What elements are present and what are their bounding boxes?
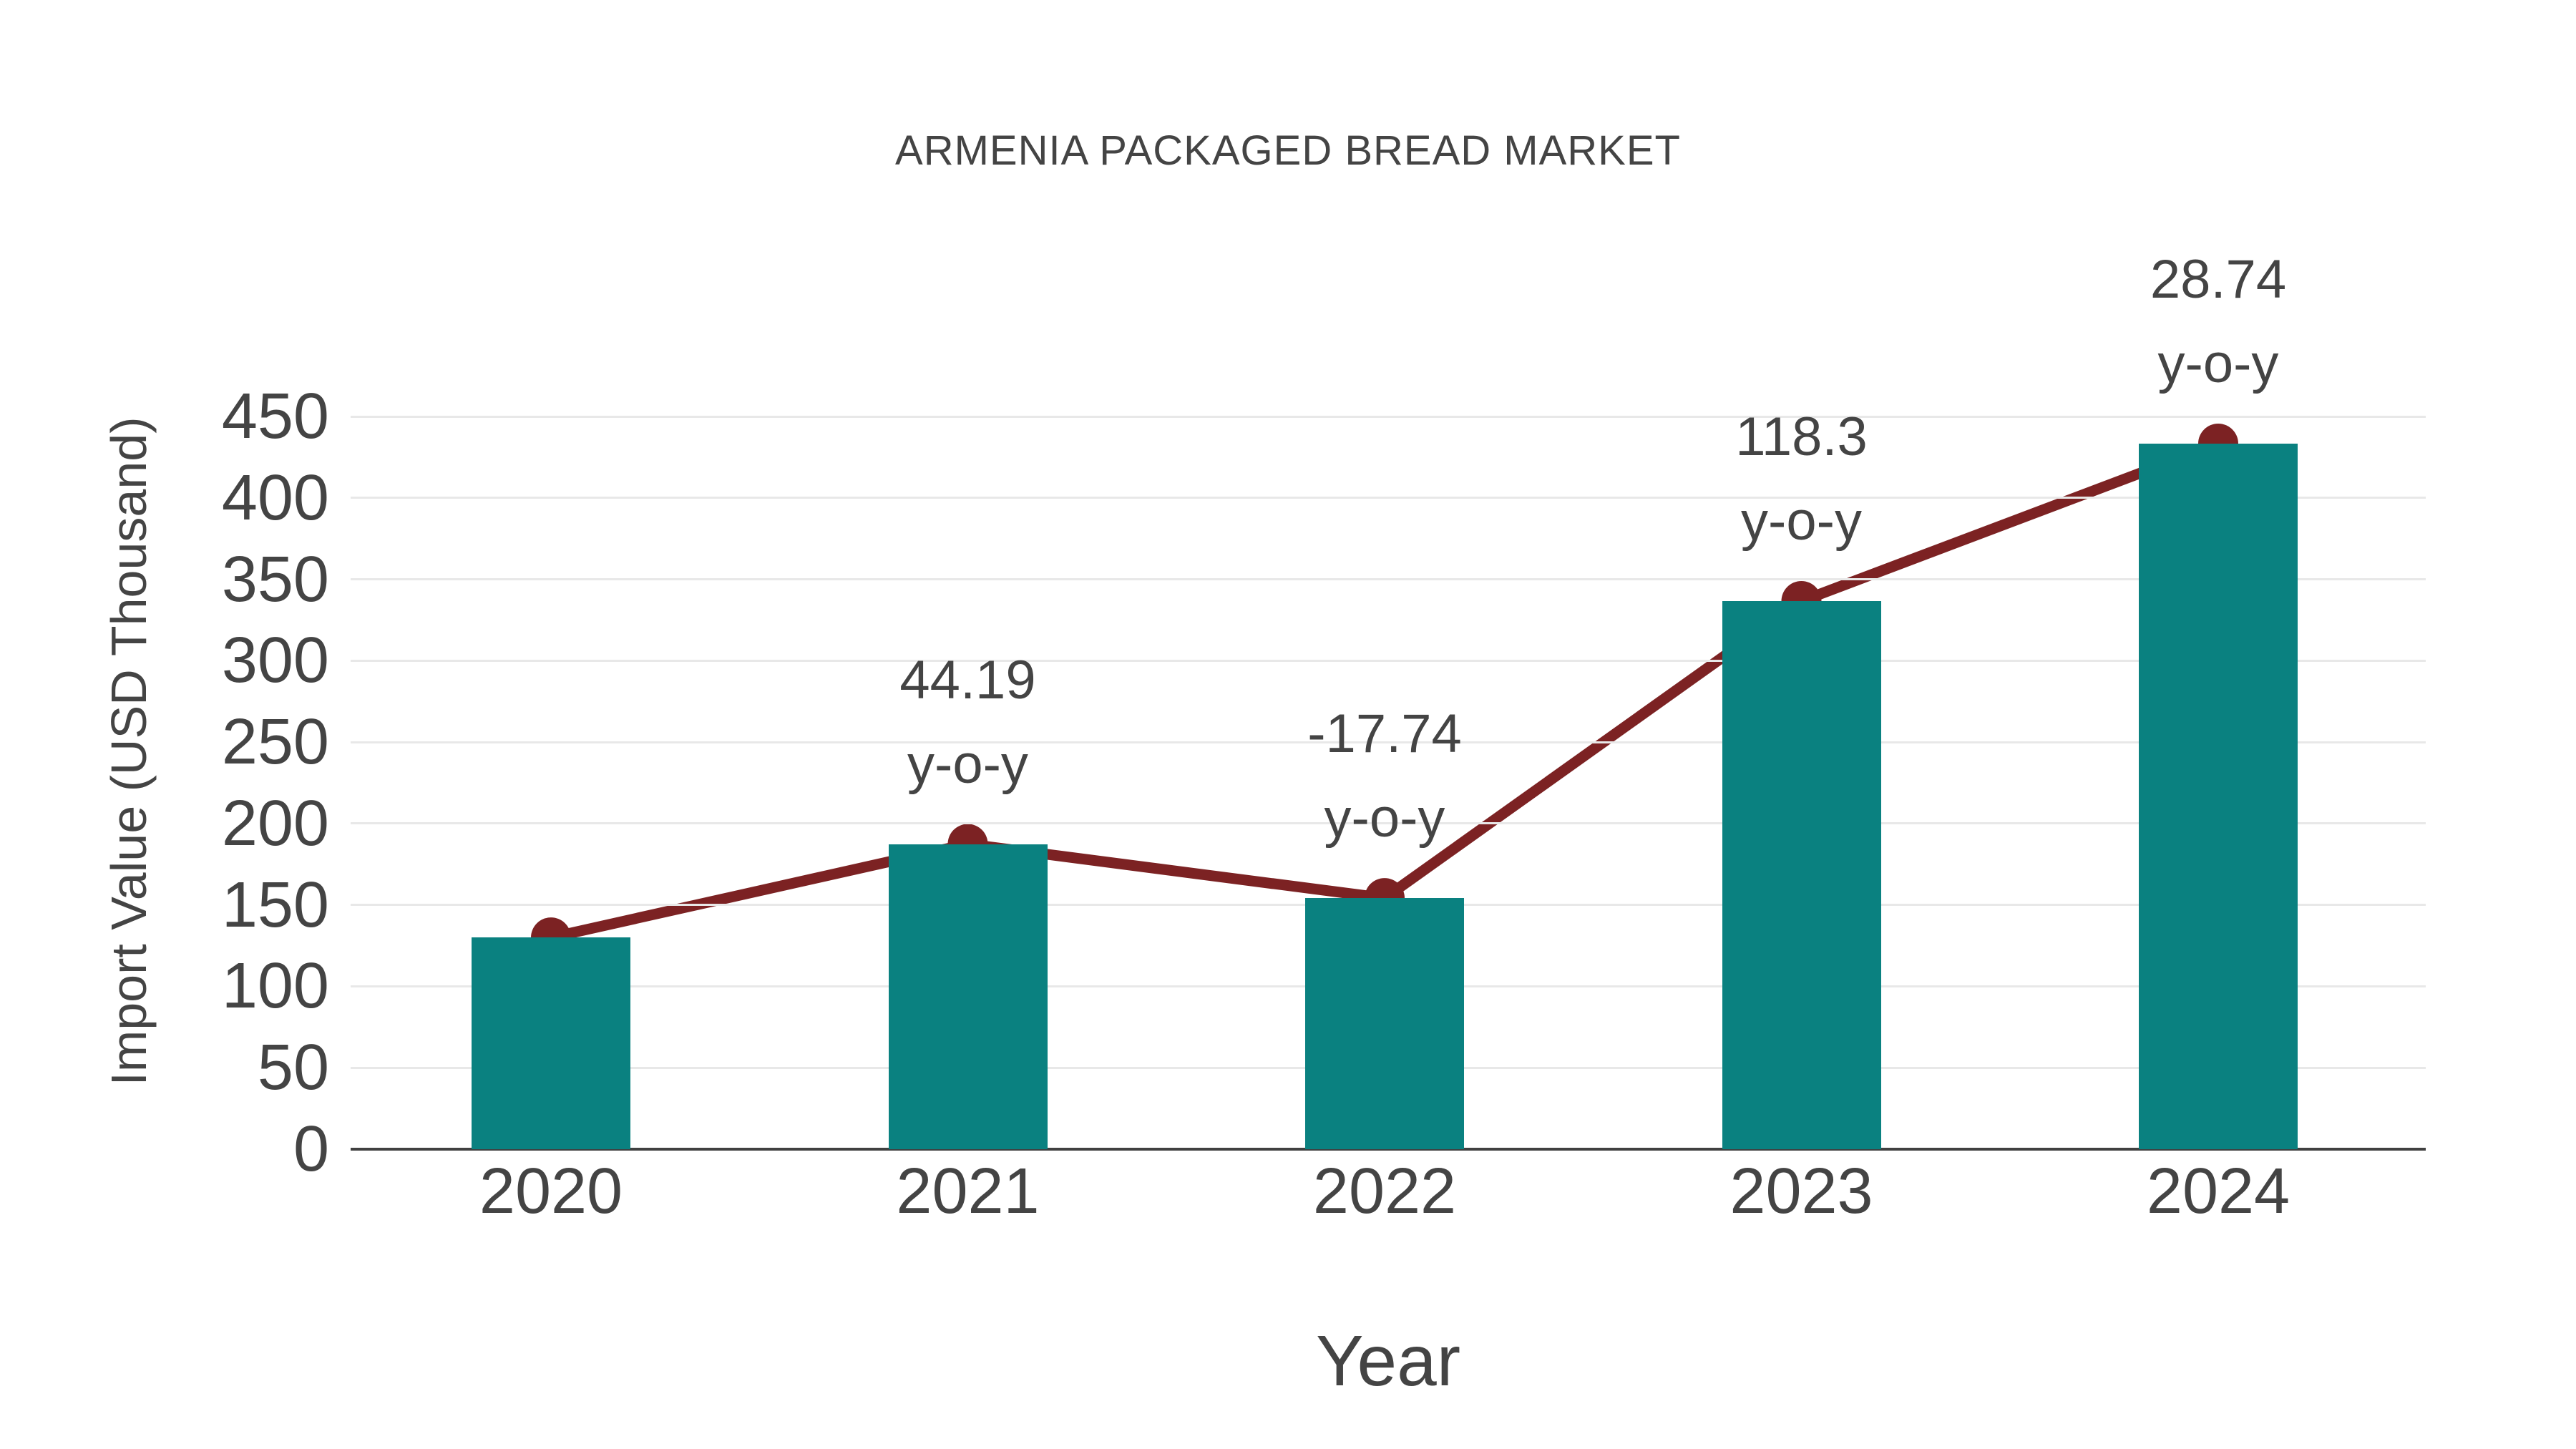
x-tick-label-2023: 2023 [1729, 1156, 1873, 1227]
y-tick-label-50: 50 [257, 1032, 329, 1104]
x-tick-label-2020: 2020 [479, 1156, 623, 1227]
gridline-200 [351, 822, 2426, 825]
annotation-suffix: y-o-y [1741, 491, 1862, 552]
y-tick-label-200: 200 [221, 787, 329, 859]
bar-2022 [1305, 898, 1464, 1149]
annotation-2021: 44.19 y-o-y [899, 638, 1035, 807]
annotation-suffix: y-o-y [907, 733, 1028, 795]
x-tick-label-2024: 2024 [2146, 1156, 2290, 1227]
y-tick-label-350: 350 [221, 543, 329, 615]
bar-2024 [2139, 444, 2298, 1149]
x-tick-label-2021: 2021 [896, 1156, 1040, 1227]
x-tick-label-2022: 2022 [1312, 1156, 1457, 1227]
y-tick-label-400: 400 [221, 462, 329, 534]
annotation-2022: -17.74 y-o-y [1307, 692, 1462, 861]
y-tick-label-0: 0 [293, 1113, 329, 1185]
annotation-value: 44.19 [899, 649, 1036, 711]
annotation-value: 28.74 [2150, 249, 2287, 311]
y-tick-label-300: 300 [221, 625, 329, 697]
annotation-value: -17.74 [1307, 703, 1462, 765]
annotation-2024: 28.74 y-o-y [2150, 238, 2286, 406]
gridline-250 [351, 741, 2426, 743]
bar-2020 [472, 937, 630, 1149]
chart-title: ARMENIA PACKAGED BREAD MARKET [895, 127, 1681, 174]
x-axis-title: Year [1315, 1321, 1461, 1401]
y-tick-label-100: 100 [221, 950, 329, 1023]
trend-line [550, 438, 2220, 943]
plot-area: 44.19 y-o-y -17.74 y-o-y 118.3 y-o-y 28.74 y-o-… [351, 249, 2426, 1151]
annotation-suffix: y-o-y [1324, 788, 1445, 849]
gridline-450 [351, 415, 2426, 418]
bar-2021 [888, 844, 1048, 1149]
y-tick-label-450: 450 [221, 381, 329, 452]
x-axis-line [351, 1148, 2426, 1151]
gridline-300 [351, 659, 2426, 662]
gridline-350 [351, 578, 2426, 581]
annotation-value: 118.3 [1735, 406, 1868, 468]
y-tick-label-150: 150 [221, 869, 329, 941]
annotation-2023: 118.3 y-o-y [1735, 395, 1868, 564]
annotation-suffix: y-o-y [2157, 333, 2279, 395]
y-tick-label-250: 250 [221, 706, 329, 779]
bar-2023 [1722, 601, 1881, 1149]
gridline-400 [351, 497, 2426, 499]
